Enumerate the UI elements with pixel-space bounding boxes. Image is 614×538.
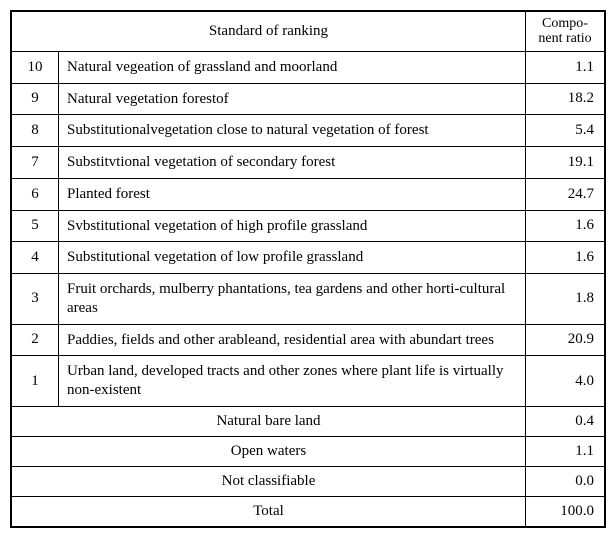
rank-cell: 8: [12, 115, 59, 147]
footer-label: Natural bare land: [12, 406, 526, 436]
footer-row: Not classifiable 0.0: [12, 466, 605, 496]
table-row: 3 Fruit orchards, mulberry phantations, …: [12, 274, 605, 325]
rank-cell: 7: [12, 147, 59, 179]
footer-ratio: 0.0: [526, 466, 605, 496]
footer-row: Natural bare land 0.4: [12, 406, 605, 436]
rank-cell: 10: [12, 51, 59, 83]
ratio-cell: 18.2: [526, 83, 605, 115]
header-row: Standard of ranking Compo- nent ratio: [12, 12, 605, 52]
rank-cell: 9: [12, 83, 59, 115]
table-row: 2 Paddies, fields and other arableand, r…: [12, 324, 605, 356]
table-row: 6 Planted forest 24.7: [12, 178, 605, 210]
desc-cell: Planted forest: [59, 178, 526, 210]
desc-cell: Urban land, developed tracts and other z…: [59, 356, 526, 407]
footer-ratio: 100.0: [526, 496, 605, 526]
rank-cell: 5: [12, 210, 59, 242]
ratio-cell: 1.6: [526, 210, 605, 242]
table-row: 10 Natural vegeation of grassland and mo…: [12, 51, 605, 83]
ratio-cell: 20.9: [526, 324, 605, 356]
ratio-cell: 1.1: [526, 51, 605, 83]
desc-cell: Substitvtional vegetation of secondary f…: [59, 147, 526, 179]
table-body: 10 Natural vegeation of grassland and mo…: [12, 51, 605, 526]
ratio-cell: 1.6: [526, 242, 605, 274]
desc-cell: Substitutional vegetation of low profile…: [59, 242, 526, 274]
footer-label: Not classifiable: [12, 466, 526, 496]
rank-cell: 3: [12, 274, 59, 325]
desc-cell: Svbstitutional vegetation of high profil…: [59, 210, 526, 242]
header-ratio: Compo- nent ratio: [526, 12, 605, 52]
ranking-table-container: Standard of ranking Compo- nent ratio 10…: [10, 10, 606, 528]
footer-row: Open waters 1.1: [12, 436, 605, 466]
desc-cell: Natural vegetation forestof: [59, 83, 526, 115]
desc-cell: Fruit orchards, mulberry phantations, te…: [59, 274, 526, 325]
rank-cell: 4: [12, 242, 59, 274]
ratio-cell: 1.8: [526, 274, 605, 325]
desc-cell: Natural vegeation of grassland and moorl…: [59, 51, 526, 83]
table-row: 7 Substitvtional vegetation of secondary…: [12, 147, 605, 179]
table-row: 4 Substitutional vegetation of low profi…: [12, 242, 605, 274]
rank-cell: 1: [12, 356, 59, 407]
footer-ratio: 1.1: [526, 436, 605, 466]
header-standard: Standard of ranking: [12, 12, 526, 52]
footer-label: Open waters: [12, 436, 526, 466]
ratio-cell: 24.7: [526, 178, 605, 210]
rank-cell: 2: [12, 324, 59, 356]
footer-ratio: 0.4: [526, 406, 605, 436]
ratio-cell: 4.0: [526, 356, 605, 407]
desc-cell: Substitutionalvegetation close to natura…: [59, 115, 526, 147]
rank-cell: 6: [12, 178, 59, 210]
ranking-table: Standard of ranking Compo- nent ratio 10…: [11, 11, 605, 527]
desc-cell: Paddies, fields and other arableand, res…: [59, 324, 526, 356]
table-row: 9 Natural vegetation forestof 18.2: [12, 83, 605, 115]
table-row: 8 Substitutionalvegetation close to natu…: [12, 115, 605, 147]
ratio-cell: 5.4: [526, 115, 605, 147]
footer-label: Total: [12, 496, 526, 526]
ratio-cell: 19.1: [526, 147, 605, 179]
footer-row: Total 100.0: [12, 496, 605, 526]
table-row: 5 Svbstitutional vegetation of high prof…: [12, 210, 605, 242]
table-row: 1 Urban land, developed tracts and other…: [12, 356, 605, 407]
